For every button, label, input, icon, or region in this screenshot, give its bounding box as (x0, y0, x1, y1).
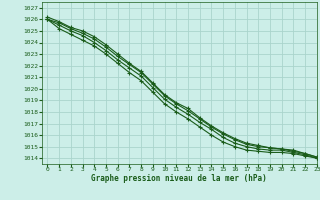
X-axis label: Graphe pression niveau de la mer (hPa): Graphe pression niveau de la mer (hPa) (91, 174, 267, 183)
